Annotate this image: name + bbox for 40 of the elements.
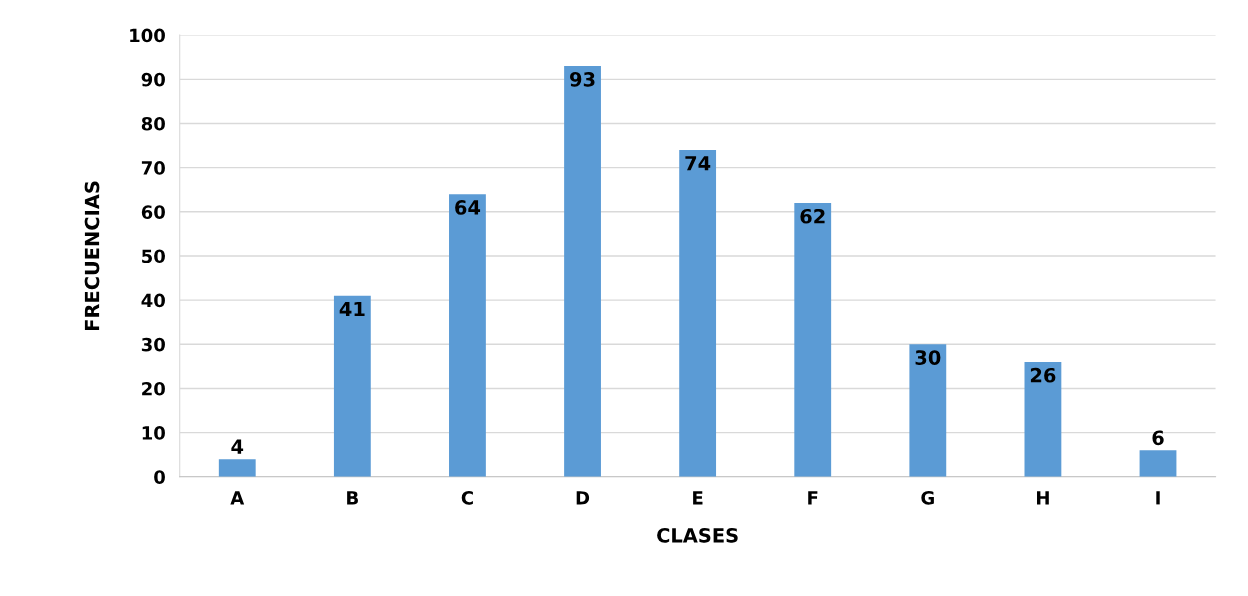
y-tick-label: 70 [141, 161, 165, 175]
bar [1024, 361, 1062, 477]
bar [449, 194, 486, 477]
y-tick-label: 30 [141, 337, 165, 352]
x-tick-label: E [693, 491, 703, 505]
y-tick-label: 40 [141, 293, 165, 308]
bar [794, 202, 832, 477]
bar [679, 149, 717, 477]
bar [909, 344, 947, 477]
data-label: 4 [231, 439, 244, 454]
y-tick-label: 0 [154, 470, 165, 484]
y-tick-label: 20 [142, 381, 165, 396]
bar [333, 295, 371, 477]
y-tick-label: 60 [141, 205, 165, 219]
data-label: 64 [455, 200, 481, 215]
x-tick-label: I [1156, 491, 1160, 505]
x-tick-label: H [1037, 491, 1049, 505]
x-axis-title: CLASES [657, 527, 738, 543]
data-label: 41 [339, 301, 365, 317]
x-tick-label: A [230, 491, 245, 505]
y-tick-label: 80 [141, 116, 165, 131]
y-tick-label: 10 [142, 426, 165, 440]
data-label: 74 [685, 156, 711, 171]
data-label: 30 [915, 350, 941, 365]
y-tick-label: 90 [141, 72, 165, 87]
data-label: 6 [1152, 430, 1164, 446]
x-tick-label: D [576, 491, 590, 505]
x-tick-label: G [921, 491, 934, 505]
bar [564, 66, 601, 477]
data-label: 26 [1030, 367, 1056, 383]
x-tick-label: C [461, 491, 473, 505]
y-tick-label: 100 [130, 28, 165, 43]
data-label: 93 [570, 71, 595, 87]
y-tick-label: 50 [142, 249, 165, 264]
data-label: 62 [800, 208, 825, 224]
bar [1139, 450, 1177, 477]
x-tick-label: B [347, 491, 358, 505]
bar [218, 459, 256, 477]
y-axis-title: FRECUENCIAS [84, 181, 100, 331]
x-tick-label: F [808, 491, 818, 505]
